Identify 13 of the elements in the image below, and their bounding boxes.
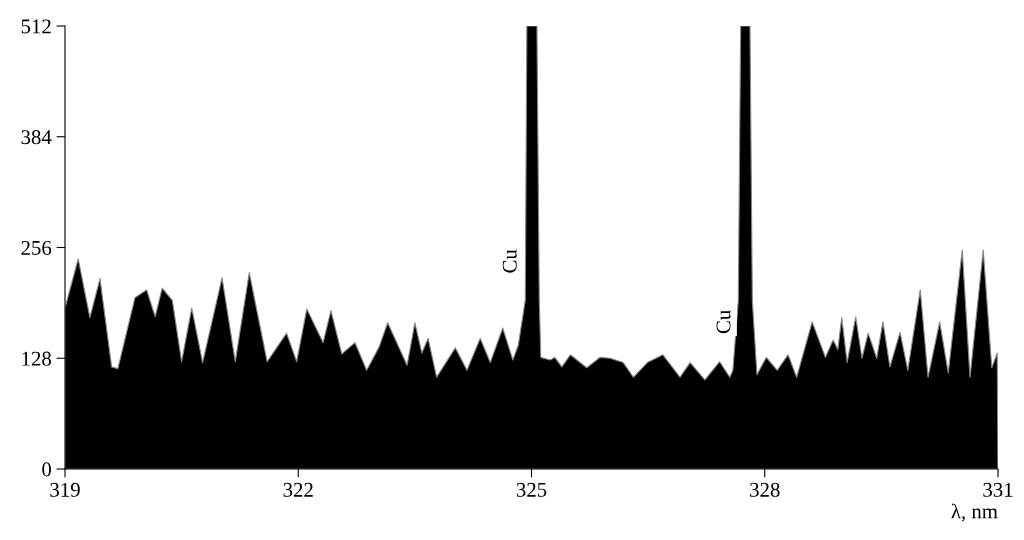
x-tick-label: 331 [983, 482, 1013, 497]
x-tick-label: 328 [750, 482, 780, 497]
y-tick-label: 384 [21, 130, 52, 145]
y-tick-label: 0 [42, 462, 52, 477]
y-tick-label: 128 [22, 351, 52, 366]
x-tick-label: 325 [516, 482, 547, 497]
annotation: Cu [502, 249, 517, 273]
y-tick-label: 256 [21, 240, 52, 255]
x-tick-label: 319 [50, 482, 80, 497]
annotation: Cu [716, 310, 731, 334]
x-axis-title: λ, nm [951, 503, 998, 522]
x-tick-label: 322 [283, 482, 313, 497]
y-tick-label: 512 [21, 19, 51, 34]
